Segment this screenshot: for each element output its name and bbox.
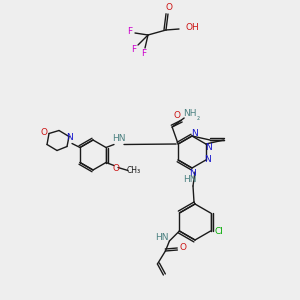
Text: HN: HN	[112, 134, 126, 143]
Text: OH: OH	[186, 22, 200, 32]
Text: CH₃: CH₃	[127, 166, 141, 175]
Text: N: N	[189, 169, 195, 178]
Text: O: O	[112, 164, 119, 173]
Text: O: O	[180, 244, 187, 253]
Text: HN: HN	[155, 233, 168, 242]
Text: ₂: ₂	[196, 112, 200, 122]
Text: O: O	[40, 128, 47, 137]
Text: N: N	[192, 128, 198, 137]
Text: F: F	[131, 44, 136, 53]
Text: F: F	[128, 28, 133, 37]
Text: N: N	[206, 142, 212, 152]
Text: N: N	[66, 133, 72, 142]
Text: N: N	[205, 155, 211, 164]
Text: HN: HN	[183, 176, 197, 184]
Text: O: O	[166, 4, 172, 13]
Text: NH: NH	[183, 110, 197, 118]
Text: Cl: Cl	[214, 227, 223, 236]
Text: F: F	[141, 49, 147, 58]
Text: O: O	[174, 112, 181, 121]
